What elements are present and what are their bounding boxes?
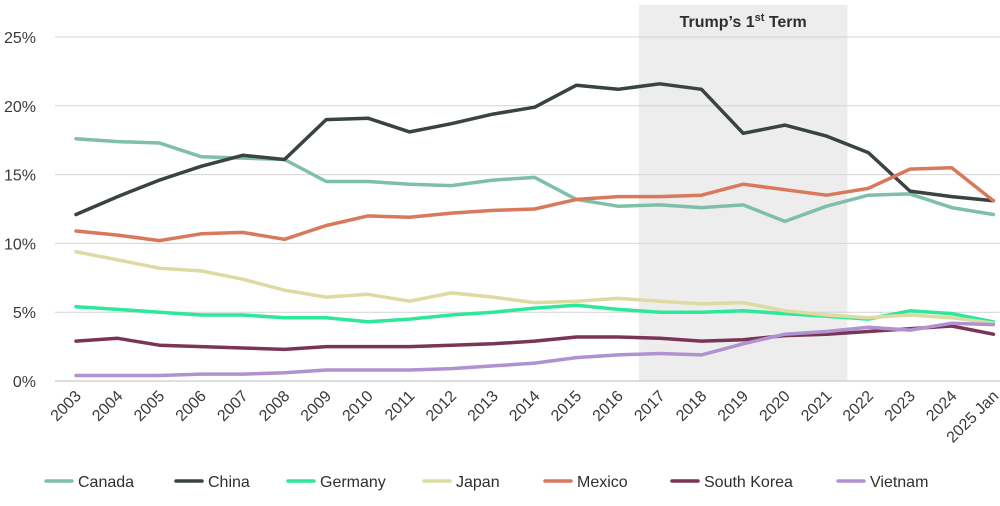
band-label-sup: st (755, 12, 765, 24)
x-tick-label: 2011 (382, 388, 418, 424)
series-line-germany (74, 303, 996, 324)
x-tick-label: 2024 (923, 388, 960, 425)
legend-label-germany: Germany (320, 474, 386, 491)
x-tick-label: 2023 (882, 388, 919, 425)
x-tick-label: 2010 (340, 388, 377, 425)
x-tick-label: 2007 (214, 388, 251, 425)
x-axis-tick-labels: 2003 2004 2005 2006 2007 2008 2009 2010 2011 2012… (48, 388, 1000, 447)
x-tick-label: 2009 (298, 388, 335, 425)
gridlines (55, 36, 1000, 382)
x-tick-label: 2020 (757, 388, 794, 425)
x-tick-label: 2003 (48, 388, 85, 425)
x-tick-label: 2012 (423, 388, 460, 425)
x-tick-label: 2021 (798, 388, 835, 425)
x-tick-label: 2016 (590, 388, 627, 425)
legend-label-vietnam: Vietnam (870, 474, 928, 491)
x-tick-label: 2013 (465, 388, 502, 425)
x-tick-label: 2006 (173, 388, 210, 425)
legend-label-mexico: Mexico (577, 474, 628, 491)
band-label-end: Term (764, 14, 806, 31)
x-tick-label: 2004 (89, 388, 126, 425)
legend-label-south-korea: South Korea (704, 474, 793, 491)
y-tick-label: 10% (4, 236, 36, 253)
x-tick-label: 2015 (548, 388, 585, 425)
series-line-china (74, 82, 996, 217)
series-line-vietnam (74, 321, 996, 378)
y-tick-label: 25% (4, 30, 36, 47)
x-tick-label: 2008 (256, 388, 293, 425)
legend-label-china: China (208, 474, 250, 491)
x-tick-label: 2017 (631, 388, 668, 425)
x-tick-label: 2005 (131, 388, 168, 425)
y-axis-tick-labels: 0% 5% 10% 15% 20% 25% (4, 30, 36, 391)
legend-label-canada: Canada (78, 474, 134, 491)
y-tick-label: 15% (4, 168, 36, 185)
x-tick-label: 2014 (506, 388, 543, 425)
y-tick-label: 20% (4, 99, 36, 116)
band-label-main: Trump’s 1 (680, 14, 755, 31)
trump-term-band-label: Trump’s 1st Term (680, 12, 807, 31)
x-tick-label: 2019 (715, 388, 752, 425)
series-line-japan (74, 249, 996, 325)
series-line-south-korea (74, 324, 996, 352)
x-tick-label: 2018 (673, 388, 710, 425)
legend: Canada China Germany Japan Mexico South Korea… (44, 474, 928, 491)
y-tick-label: 5% (13, 305, 36, 322)
series-line-mexico (74, 165, 996, 243)
legend-label-japan: Japan (456, 474, 500, 491)
series-lines (74, 82, 996, 378)
y-tick-label: 0% (13, 374, 36, 391)
x-tick-label: 2022 (840, 388, 877, 425)
